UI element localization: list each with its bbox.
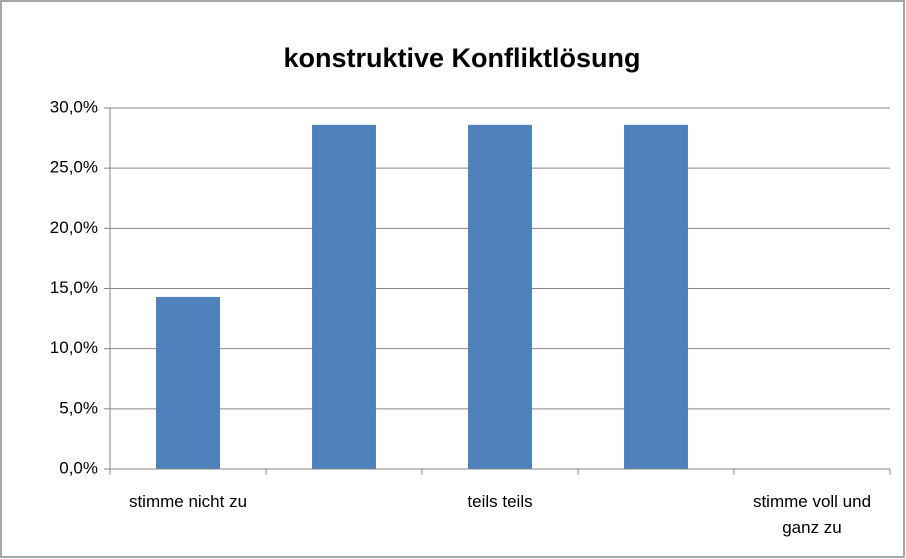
y-tick-label: 20,0% bbox=[50, 218, 98, 237]
y-tick-label: 25,0% bbox=[50, 158, 98, 177]
x-tick-label: stimme voll und ganz zu bbox=[753, 492, 871, 537]
bar bbox=[624, 124, 688, 469]
y-tick-label: 10,0% bbox=[50, 338, 98, 357]
bar bbox=[312, 124, 376, 469]
y-tick-label: 15,0% bbox=[50, 278, 98, 297]
bar bbox=[468, 124, 532, 469]
y-tick-label: 5,0% bbox=[59, 398, 98, 417]
bar bbox=[156, 296, 220, 469]
y-tick-label: 30,0% bbox=[50, 97, 98, 116]
chart-title: konstruktive Konfliktlösung bbox=[283, 43, 640, 73]
x-tick-label: stimme nicht zu bbox=[129, 492, 247, 511]
y-tick-label: 0,0% bbox=[59, 458, 98, 477]
x-tick-label: teils teils bbox=[467, 492, 532, 511]
